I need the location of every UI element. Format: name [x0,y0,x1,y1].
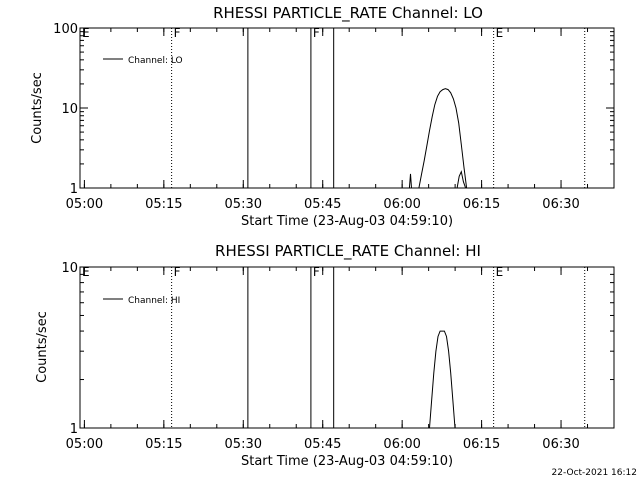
panel-lo-legend-label: Channel: LO [128,56,183,66]
panel-lo-series-line-0-1 [418,88,468,189]
panel-hi-legend: Channel: HI [103,296,180,306]
panel-lo-y-tick-label-1: 10 [61,102,78,117]
panel-lo-x-tick-label-0: 05:00 [66,197,103,212]
panel-hi-ylabel: Counts/sec [35,311,50,383]
panel-hi-series-line-0-0 [429,330,456,429]
panel-hi-x-tick-label-0: 05:00 [66,437,103,452]
panel-lo-x-tick-label-2: 05:30 [225,197,262,212]
panel-lo-title: RHESSI PARTICLE_RATE Channel: LO [213,4,483,23]
panel-hi-x-tick-label-4: 06:00 [383,437,420,452]
panel-hi-event-marker-0: E [82,265,90,279]
panel-lo-legend: Channel: LO [103,56,183,66]
panel-hi-series [429,330,456,429]
panel-lo-series-line-0-0 [408,173,412,189]
panel-lo-y-tick-label-2: 100 [53,22,78,37]
panel-hi-event-marker-1: F [174,265,181,279]
panel-lo-x-tick-label-1: 05:15 [145,197,182,212]
panel-hi-x-tick-label-5: 06:15 [463,437,500,452]
panel-hi-plot-frame [79,266,615,429]
panel-hi-y-tick-label-1: 10 [61,261,78,276]
footer-timestamp: 22-Oct-2021 16:12 [552,468,637,478]
panel-lo-x-tick-label-4: 06:00 [383,197,420,212]
panel-hi-y-tick-label-0: 1 [70,422,78,437]
panel-hi-x-ticks: 05:00 05:15 05:30 05:45 06:00 06:15 06:30 [66,267,589,452]
panel-lo-event-marker-5: E [496,26,504,40]
panel-hi-event-marker-3: F [313,265,320,279]
panel-lo-x-tick-label-5: 06:15 [463,197,500,212]
panel-lo-series-line-0-2 [456,170,467,189]
panel-lo-x-tick-label-3: 05:45 [304,197,341,212]
panel-lo-y-ticks: 1 10 100 [53,22,614,197]
panel-lo-x-ticks: 05:00 05:15 05:30 05:45 06:00 06:15 06:30 [66,28,589,212]
panel-lo-xlabel: Start Time (23-Aug-03 04:59:10) [241,214,453,229]
panel-lo-y-tick-label-0: 1 [70,182,78,197]
panel-lo-series [408,88,468,189]
panel-hi-x-tick-label-2: 05:30 [225,437,262,452]
panel-hi-title: RHESSI PARTICLE_RATE Channel: HI [215,242,481,261]
panel-hi-y-ticks: 1 10 [61,261,614,437]
panel-hi-x-tick-label-1: 05:15 [145,437,182,452]
panel-hi-xlabel: Start Time (23-Aug-03 04:59:10) [241,454,453,469]
panel-lo-event-marker-3: F [313,26,320,40]
panel-lo-event-marker-0: E [82,26,90,40]
panel-lo-x-tick-label-6: 06:30 [542,197,579,212]
panel-hi-event-marker-5: E [496,265,504,279]
panel-lo-event-marker-1: F [174,26,181,40]
panel-hi-x-tick-label-6: 06:30 [542,437,579,452]
panel-lo-plot-frame [79,27,615,189]
panel-hi-x-tick-label-3: 05:45 [304,437,341,452]
panel-hi-legend-label: Channel: HI [128,296,180,306]
panel-lo-ylabel: Counts/sec [30,72,45,144]
